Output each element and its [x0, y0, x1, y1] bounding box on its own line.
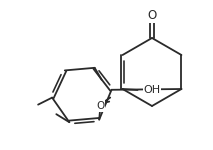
Text: OH: OH	[144, 85, 161, 95]
Text: OH: OH	[144, 85, 161, 95]
Text: O: O	[147, 9, 157, 22]
Text: O: O	[96, 101, 104, 111]
Text: O: O	[147, 9, 157, 22]
Text: O: O	[96, 101, 104, 111]
